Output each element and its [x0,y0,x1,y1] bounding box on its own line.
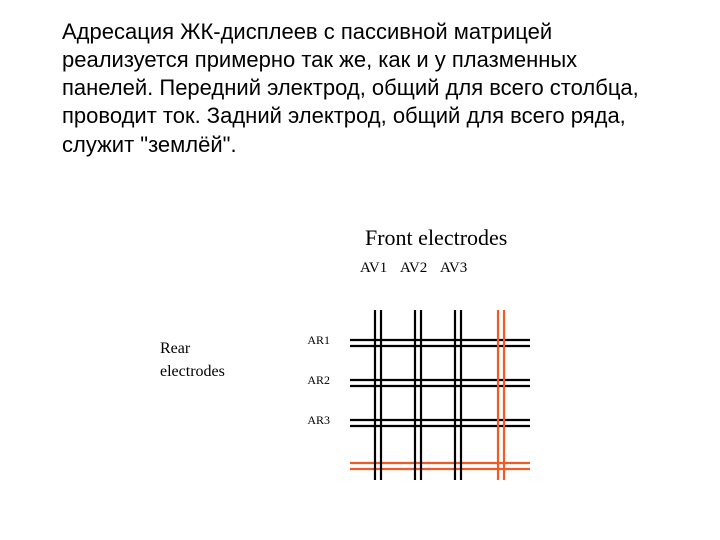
slide-page: Адресация ЖК-дисплеев с пассивной матриц… [0,0,720,540]
electrode-diagram: Front electrodes AV1 AV2 AV3 Rear electr… [160,225,560,505]
electrode-grid-svg [160,225,560,505]
body-paragraph: Адресация ЖК-дисплеев с пассивной матриц… [62,18,657,159]
